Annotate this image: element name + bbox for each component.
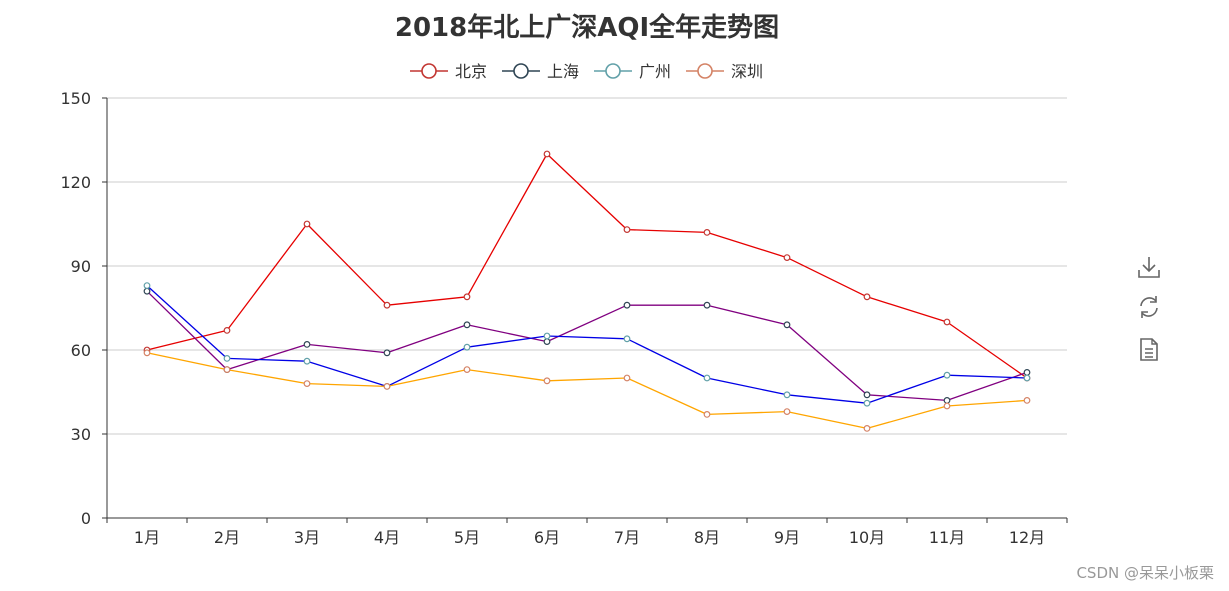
data-point[interactable] bbox=[943, 371, 951, 379]
data-point[interactable] bbox=[863, 399, 871, 407]
x-tick-label: 1月 bbox=[134, 528, 160, 547]
legend-item[interactable]: 深圳 bbox=[686, 62, 763, 81]
data-point[interactable] bbox=[303, 220, 311, 228]
x-tick-label: 12月 bbox=[1009, 528, 1045, 547]
restore-icon[interactable] bbox=[1136, 294, 1162, 320]
x-tick-label: 8月 bbox=[694, 528, 720, 547]
data-point[interactable] bbox=[783, 408, 791, 416]
data-point[interactable] bbox=[543, 332, 551, 340]
y-tick-label: 90 bbox=[71, 257, 91, 276]
data-point[interactable] bbox=[943, 397, 951, 404]
data-point[interactable] bbox=[143, 282, 151, 290]
data-point[interactable] bbox=[1023, 374, 1031, 382]
data-point[interactable] bbox=[703, 411, 711, 418]
data-point[interactable] bbox=[623, 226, 631, 234]
y-tick-label: 150 bbox=[60, 89, 91, 108]
data-point[interactable] bbox=[303, 357, 311, 365]
data-point[interactable] bbox=[543, 150, 551, 158]
x-tick-label: 4月 bbox=[374, 528, 400, 547]
y-tick-label: 120 bbox=[60, 173, 91, 192]
series-3 bbox=[143, 349, 1031, 432]
x-tick-label: 7月 bbox=[614, 528, 640, 547]
data-point[interactable] bbox=[463, 343, 471, 351]
legend-label: 深圳 bbox=[731, 62, 763, 81]
data-point[interactable] bbox=[943, 402, 951, 410]
series-0 bbox=[143, 150, 1031, 382]
y-tick-label: 30 bbox=[71, 425, 91, 444]
data-point[interactable] bbox=[783, 254, 791, 262]
series-line[interactable] bbox=[146, 290, 1028, 402]
data-point[interactable] bbox=[783, 391, 791, 399]
legend-item[interactable]: 广州 bbox=[594, 62, 671, 81]
data-point[interactable] bbox=[703, 374, 711, 382]
grid-lines bbox=[107, 97, 1067, 435]
data-point[interactable] bbox=[463, 293, 471, 301]
data-point[interactable] bbox=[543, 377, 551, 385]
x-tick-label: 9月 bbox=[774, 528, 800, 547]
chart-title: 2018年北上广深AQI全年走势图 bbox=[395, 12, 779, 43]
data-view-icon[interactable] bbox=[1138, 336, 1160, 362]
legend-item[interactable]: 上海 bbox=[502, 62, 579, 81]
data-point[interactable] bbox=[863, 425, 871, 432]
x-tick-label: 6月 bbox=[534, 528, 560, 547]
series-line[interactable] bbox=[146, 352, 1028, 430]
data-point[interactable] bbox=[1023, 369, 1031, 376]
x-tick-label: 10月 bbox=[849, 528, 885, 547]
watermark: CSDN @呆呆小板栗 bbox=[1076, 564, 1214, 582]
legend-marker bbox=[697, 63, 713, 79]
data-point[interactable] bbox=[863, 293, 871, 301]
data-point[interactable] bbox=[703, 301, 711, 309]
axes: 0 30 60 90 120 150 1月 2月 3月 4月 5月 6月 7月 8月 9月 10月 11月 12月 bbox=[60, 89, 1068, 547]
data-point[interactable] bbox=[703, 228, 711, 236]
series-line[interactable] bbox=[146, 285, 1028, 404]
series-1 bbox=[143, 287, 1031, 404]
data-point[interactable] bbox=[223, 355, 231, 362]
data-point[interactable] bbox=[623, 374, 631, 382]
legend-label: 上海 bbox=[547, 62, 579, 81]
data-point[interactable] bbox=[623, 335, 631, 343]
data-point[interactable] bbox=[383, 301, 391, 309]
legend: 北京 上海 广州 深圳 bbox=[410, 62, 763, 81]
y-tick-label: 60 bbox=[71, 341, 91, 360]
x-tick-label: 3月 bbox=[294, 528, 320, 547]
data-point[interactable] bbox=[223, 366, 231, 374]
data-point[interactable] bbox=[143, 349, 151, 357]
data-point[interactable] bbox=[463, 321, 471, 329]
data-point[interactable] bbox=[543, 338, 551, 346]
data-point[interactable] bbox=[623, 301, 631, 309]
data-point[interactable] bbox=[383, 349, 391, 357]
legend-item[interactable]: 北京 bbox=[410, 62, 487, 81]
data-point[interactable] bbox=[943, 318, 951, 326]
data-point[interactable] bbox=[863, 391, 871, 399]
data-point[interactable] bbox=[1023, 397, 1031, 404]
x-tick-label: 5月 bbox=[454, 528, 480, 547]
legend-marker bbox=[513, 63, 529, 79]
x-tick-label: 11月 bbox=[929, 528, 965, 547]
save-as-image-icon[interactable] bbox=[1136, 254, 1162, 280]
y-tick-label: 0 bbox=[81, 509, 91, 528]
data-point[interactable] bbox=[383, 383, 391, 390]
data-point[interactable] bbox=[463, 366, 471, 374]
series-line[interactable] bbox=[146, 153, 1028, 379]
legend-marker bbox=[421, 63, 437, 79]
data-point[interactable] bbox=[143, 287, 151, 295]
legend-label: 广州 bbox=[639, 62, 671, 81]
x-tick-label: 2月 bbox=[214, 528, 240, 547]
data-point[interactable] bbox=[303, 380, 311, 388]
data-point[interactable] bbox=[783, 321, 791, 329]
legend-marker bbox=[605, 63, 621, 79]
data-point[interactable] bbox=[223, 327, 231, 334]
toolbox bbox=[1136, 254, 1162, 362]
series-layer bbox=[143, 150, 1031, 432]
data-point[interactable] bbox=[303, 341, 311, 348]
legend-label: 北京 bbox=[455, 62, 487, 81]
series-2 bbox=[143, 282, 1031, 407]
